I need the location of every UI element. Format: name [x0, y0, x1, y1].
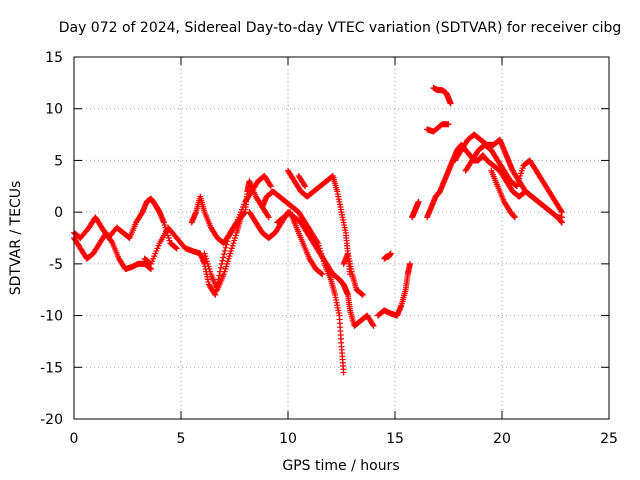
- x-tick-label: 20: [493, 431, 511, 447]
- y-tick-label: -20: [40, 412, 63, 428]
- y-tick-label: -5: [49, 257, 63, 273]
- series-track-9: [274, 209, 326, 278]
- chart-title: Day 072 of 2024, Sidereal Day-to-day VTE…: [59, 20, 622, 36]
- data-point: [415, 198, 422, 205]
- series-track-15: [462, 141, 565, 216]
- x-tick-label: 0: [70, 431, 79, 447]
- y-axis-label: SDTVAR / TECUs: [8, 181, 24, 296]
- data-point: [447, 100, 454, 107]
- data-point: [558, 219, 565, 226]
- y-tick-label: -10: [40, 309, 63, 325]
- x-tick-label: 25: [600, 431, 618, 447]
- axis-ticks: [73, 56, 610, 420]
- data-point: [359, 291, 366, 298]
- x-tick-label: 5: [177, 431, 186, 447]
- data-point: [217, 264, 224, 271]
- data-point: [219, 257, 226, 264]
- data-point: [221, 247, 228, 254]
- y-tick-labels: -20 -15 -10 -5 0 5 10 15: [40, 50, 63, 428]
- data-point: [264, 213, 271, 220]
- y-tick-label: -15: [40, 360, 63, 376]
- data-point: [370, 322, 377, 329]
- data-point: [212, 291, 219, 298]
- series-track-4: [188, 172, 274, 247]
- series-track-11: [374, 260, 413, 319]
- data-point: [445, 121, 452, 128]
- data-point: [387, 250, 394, 257]
- data-point: [218, 260, 225, 267]
- y-tick-label: 5: [54, 153, 63, 169]
- data-point: [359, 291, 366, 298]
- x-axis-label: GPS time / hours: [282, 458, 399, 474]
- y-tick-label: 15: [45, 50, 63, 66]
- data-point: [369, 321, 376, 328]
- data-point: [406, 260, 413, 267]
- data-point: [148, 266, 155, 273]
- series-track-1: [71, 195, 180, 252]
- data-point: [318, 270, 325, 277]
- data-point: [173, 245, 180, 252]
- series-track-17: [430, 85, 454, 107]
- data-point: [267, 181, 274, 188]
- series-track-18: [424, 121, 452, 135]
- x-tick-labels: 0 5 10 15 20 25: [70, 431, 618, 447]
- x-tick-label: 10: [279, 431, 297, 447]
- data-point: [222, 244, 229, 251]
- data-point: [265, 214, 272, 221]
- series-track-16: [488, 167, 518, 221]
- series-track-12: [409, 198, 422, 221]
- data-point: [267, 183, 274, 190]
- data-point: [220, 254, 227, 261]
- data-point: [558, 207, 565, 214]
- series-track-7: [259, 188, 347, 376]
- plot-frame: [73, 56, 610, 420]
- data-point: [319, 271, 326, 278]
- data-point: [558, 209, 565, 216]
- data-point: [511, 214, 518, 221]
- data-point: [329, 173, 336, 180]
- series-track-10: [340, 250, 366, 298]
- grid-lines: [74, 57, 609, 419]
- y-tick-label: 0: [54, 205, 63, 221]
- data-point: [302, 183, 309, 190]
- data-point: [314, 238, 321, 245]
- series-track-6: [246, 209, 377, 329]
- data-point: [221, 251, 228, 258]
- series-track-5: [201, 178, 272, 293]
- data-point: [340, 369, 347, 376]
- data-point: [147, 265, 154, 272]
- data-point: [232, 220, 239, 227]
- series-track-19: [381, 250, 394, 262]
- series-track-8: [285, 167, 354, 278]
- data-point: [301, 181, 308, 188]
- data-points: [71, 85, 565, 376]
- x-tick-label: 15: [386, 431, 404, 447]
- data-point: [172, 244, 179, 251]
- series-track-20: [295, 172, 309, 190]
- data-point: [108, 238, 115, 245]
- y-tick-label: 10: [45, 102, 63, 118]
